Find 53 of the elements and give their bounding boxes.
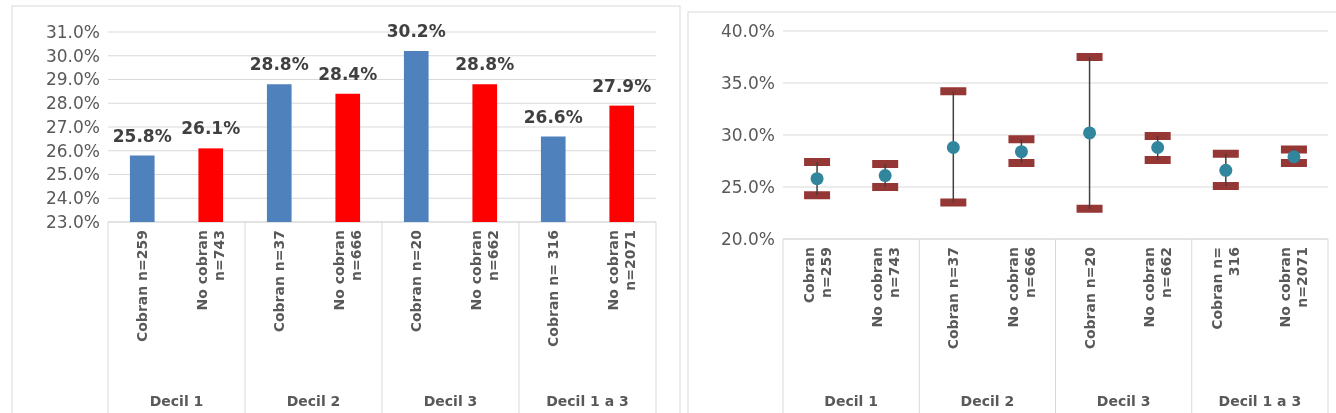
data-label: 28.4% xyxy=(318,63,378,84)
y-tick-label: 25.0% xyxy=(45,164,100,185)
data-label: 26.6% xyxy=(523,106,583,127)
x-tick-label: Cobran n=259 xyxy=(800,247,834,304)
text: Decil 2 xyxy=(960,393,1015,409)
y-tick-label: 20.0% xyxy=(720,228,775,249)
point xyxy=(1014,145,1028,159)
data-label: 28.8% xyxy=(455,54,515,75)
point xyxy=(1083,126,1097,140)
y-tick-label: 27.0% xyxy=(45,116,100,137)
text: Decil 3 xyxy=(423,393,478,409)
x-tick-label: Cobran n=37 xyxy=(945,247,962,350)
x-tick-label: Cobran n=20 xyxy=(1081,246,1098,350)
x-tick-label: No cobran n=666 xyxy=(331,230,365,311)
y-tick-label: 24.0% xyxy=(45,188,100,209)
y-tick-label: 30.0% xyxy=(720,124,775,145)
y-tick-label: 29.0% xyxy=(45,69,100,90)
data-label: 25.8% xyxy=(112,125,172,146)
text: Decil 3 xyxy=(1096,393,1151,409)
text: Decil 1 a 3 xyxy=(1218,393,1302,409)
x-tick-label: No cobran n=666 xyxy=(1004,247,1038,328)
x-tick-label: Cobran n=20 xyxy=(408,229,425,333)
y-tick-label: 31.0% xyxy=(45,21,100,42)
y-tick-label: 40.0% xyxy=(720,20,775,41)
data-label: 28.8% xyxy=(249,54,309,75)
point xyxy=(946,140,960,154)
y-tick-label: 28.0% xyxy=(45,93,100,114)
x-tick-label: Cobran n= 316 xyxy=(1209,247,1243,330)
point xyxy=(1219,163,1233,177)
text: Decil 1 xyxy=(824,393,878,409)
x-tick-label: Cobran n= 316 xyxy=(545,230,562,347)
x-tick-label: Cobran n=37 xyxy=(271,230,288,333)
text: Decil 1 xyxy=(149,393,204,409)
x-tick-label: No cobran n=2071 xyxy=(1277,247,1311,328)
point xyxy=(878,169,892,183)
y-tick-label: 26.0% xyxy=(45,140,100,161)
text: Decil 1 a 3 xyxy=(546,393,629,409)
x-tick-label: No cobran n=743 xyxy=(194,230,228,311)
data-label: 27.9% xyxy=(592,75,652,96)
x-tick-label: Cobran n=259 xyxy=(134,230,151,343)
y-tick-label: 25.0% xyxy=(720,176,775,197)
y-tick-label: 35.0% xyxy=(720,72,775,93)
x-tick-label: No cobran n=662 xyxy=(1141,247,1175,328)
data-label: 26.1% xyxy=(181,118,241,139)
y-tick-label: 30.0% xyxy=(45,45,100,66)
x-tick-label: No cobran n=662 xyxy=(468,230,502,311)
point xyxy=(810,172,824,186)
x-tick-label: No cobran n=2071 xyxy=(605,230,639,311)
text: Decil 2 xyxy=(286,393,341,409)
data-label: 30.2% xyxy=(386,21,446,41)
point xyxy=(1151,140,1165,154)
y-tick-label: 23.0% xyxy=(45,211,100,232)
point xyxy=(1287,150,1301,164)
